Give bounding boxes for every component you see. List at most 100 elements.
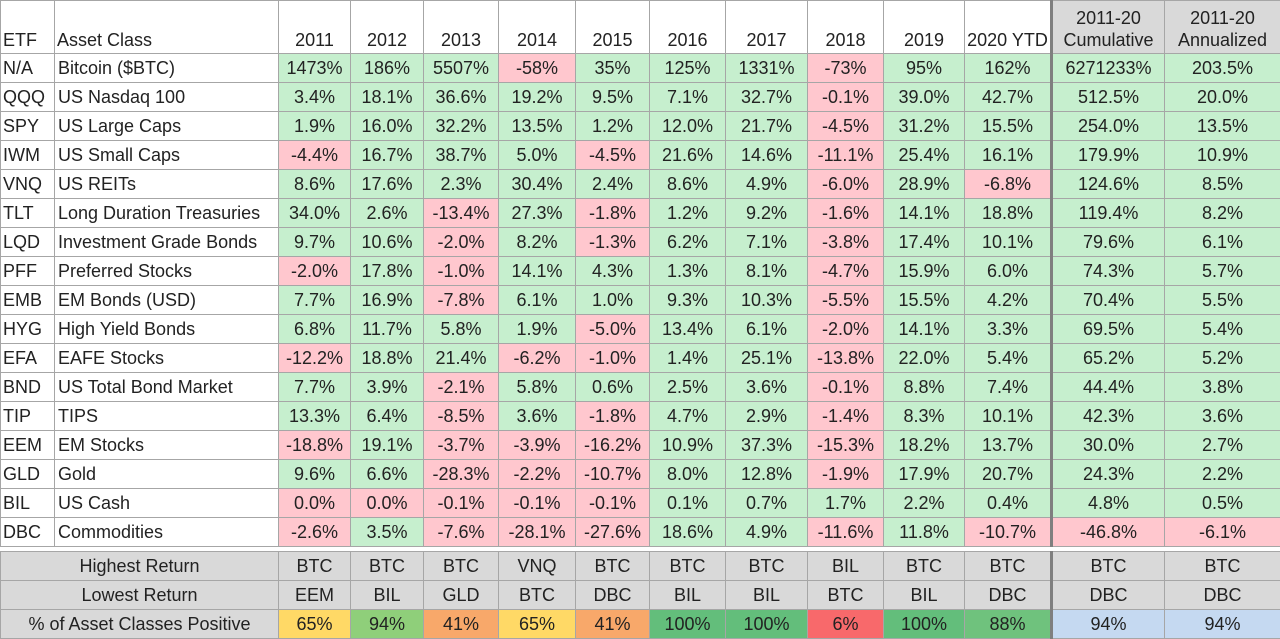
asset-class-name: Preferred Stocks bbox=[55, 257, 279, 286]
lowest-value-cell: EEM bbox=[279, 581, 351, 610]
lowest-value-cell: BTC bbox=[499, 581, 576, 610]
return-cell: 11.8% bbox=[884, 518, 965, 547]
return-cell: -0.1% bbox=[576, 489, 650, 518]
etf-ticker: EEM bbox=[1, 431, 55, 460]
etf-ticker: GLD bbox=[1, 460, 55, 489]
positive-value-cell: 65% bbox=[499, 610, 576, 639]
return-cell: 0.7% bbox=[726, 489, 808, 518]
etf-ticker: SPY bbox=[1, 112, 55, 141]
return-cell: -1.0% bbox=[576, 344, 650, 373]
return-cell: 79.6% bbox=[1052, 228, 1165, 257]
return-cell: -2.0% bbox=[279, 257, 351, 286]
etf-ticker: DBC bbox=[1, 518, 55, 547]
asset-class-name: EM Stocks bbox=[55, 431, 279, 460]
return-cell: 4.7% bbox=[650, 402, 726, 431]
return-cell: -1.9% bbox=[808, 460, 884, 489]
return-cell: 42.7% bbox=[965, 83, 1052, 112]
etf-ticker: LQD bbox=[1, 228, 55, 257]
return-cell: 8.1% bbox=[726, 257, 808, 286]
return-cell: 4.2% bbox=[965, 286, 1052, 315]
return-cell: 37.3% bbox=[726, 431, 808, 460]
return-cell: 10.1% bbox=[965, 402, 1052, 431]
etf-ticker: TIP bbox=[1, 402, 55, 431]
lowest-value-cell: GLD bbox=[424, 581, 499, 610]
return-cell: 16.7% bbox=[351, 141, 424, 170]
lowest-value-cell: DBC bbox=[1165, 581, 1280, 610]
return-cell: 9.2% bbox=[726, 199, 808, 228]
lowest-value-cell: BIL bbox=[884, 581, 965, 610]
return-cell: 17.9% bbox=[884, 460, 965, 489]
return-cell: 17.4% bbox=[884, 228, 965, 257]
highest-value-cell: BTC bbox=[279, 552, 351, 581]
header-year: 2012 bbox=[351, 1, 424, 54]
return-cell: 18.8% bbox=[351, 344, 424, 373]
etf-ticker: TLT bbox=[1, 199, 55, 228]
return-cell: 3.6% bbox=[1165, 402, 1280, 431]
header-row: ETF Asset Class 2011 2012 2013 2014 2015… bbox=[1, 1, 1280, 54]
positive-value-cell: 65% bbox=[279, 610, 351, 639]
return-cell: 13.3% bbox=[279, 402, 351, 431]
etf-ticker: HYG bbox=[1, 315, 55, 344]
asset-class-name: High Yield Bonds bbox=[55, 315, 279, 344]
positive-value-cell: 94% bbox=[1052, 610, 1165, 639]
return-cell: 13.5% bbox=[1165, 112, 1280, 141]
header-year: 2019 bbox=[884, 1, 965, 54]
lowest-value-cell: DBC bbox=[965, 581, 1052, 610]
return-cell: 8.6% bbox=[650, 170, 726, 199]
header-annualized-top: 2011-20 bbox=[1165, 7, 1280, 29]
return-cell: 125% bbox=[650, 54, 726, 83]
return-cell: 3.8% bbox=[1165, 373, 1280, 402]
return-cell: 254.0% bbox=[1052, 112, 1165, 141]
return-cell: 2.9% bbox=[726, 402, 808, 431]
return-cell: 6.0% bbox=[965, 257, 1052, 286]
return-cell: 8.3% bbox=[884, 402, 965, 431]
return-cell: 18.2% bbox=[884, 431, 965, 460]
header-year: 2013 bbox=[424, 1, 499, 54]
return-cell: -1.8% bbox=[576, 402, 650, 431]
return-cell: 1.2% bbox=[650, 199, 726, 228]
header-etf: ETF bbox=[1, 1, 55, 54]
return-cell: -16.2% bbox=[576, 431, 650, 460]
asset-class-name: TIPS bbox=[55, 402, 279, 431]
asset-class-name: US REITs bbox=[55, 170, 279, 199]
return-cell: 2.4% bbox=[576, 170, 650, 199]
return-cell: -11.1% bbox=[808, 141, 884, 170]
return-cell: 95% bbox=[884, 54, 965, 83]
return-cell: 14.1% bbox=[884, 315, 965, 344]
return-cell: 11.7% bbox=[351, 315, 424, 344]
return-cell: -4.5% bbox=[808, 112, 884, 141]
return-cell: 6271233% bbox=[1052, 54, 1165, 83]
return-cell: 6.1% bbox=[499, 286, 576, 315]
return-cell: 35% bbox=[576, 54, 650, 83]
return-cell: -1.0% bbox=[424, 257, 499, 286]
return-cell: 8.2% bbox=[499, 228, 576, 257]
return-cell: -4.5% bbox=[576, 141, 650, 170]
return-cell: 12.8% bbox=[726, 460, 808, 489]
return-cell: 24.3% bbox=[1052, 460, 1165, 489]
return-cell: 2.3% bbox=[424, 170, 499, 199]
return-cell: 4.3% bbox=[576, 257, 650, 286]
return-cell: -2.2% bbox=[499, 460, 576, 489]
return-cell: 14.6% bbox=[726, 141, 808, 170]
highest-value-cell: BTC bbox=[1052, 552, 1165, 581]
etf-ticker: PFF bbox=[1, 257, 55, 286]
return-cell: 3.9% bbox=[351, 373, 424, 402]
return-cell: -3.8% bbox=[808, 228, 884, 257]
return-cell: 39.0% bbox=[884, 83, 965, 112]
etf-ticker: EFA bbox=[1, 344, 55, 373]
return-cell: 17.8% bbox=[351, 257, 424, 286]
return-cell: 5.8% bbox=[424, 315, 499, 344]
return-cell: 5507% bbox=[424, 54, 499, 83]
asset-class-name: Gold bbox=[55, 460, 279, 489]
highest-value-cell: BTC bbox=[965, 552, 1052, 581]
lowest-value-cell: DBC bbox=[576, 581, 650, 610]
return-cell: 1.9% bbox=[279, 112, 351, 141]
return-cell: -12.2% bbox=[279, 344, 351, 373]
return-cell: 4.8% bbox=[1052, 489, 1165, 518]
